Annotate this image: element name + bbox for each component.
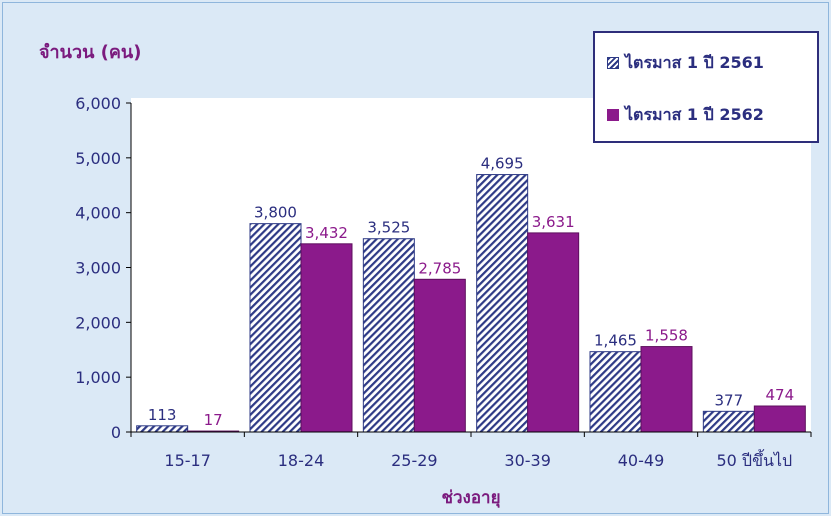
x-tick-label: 18-24 <box>278 451 325 470</box>
plot-area <box>131 98 811 432</box>
data-label-2561: 3,525 <box>367 219 410 237</box>
y-tick-label: 5,000 <box>75 149 121 168</box>
legend-item-2562: ไตรมาส 1 ปี 2562 <box>607 103 764 127</box>
bar-chart: 0 1,000 2,000 3,000 4,000 5,000 6,000 15-17 18-2… <box>39 42 812 508</box>
data-label-2562: 3,631 <box>532 213 575 231</box>
x-tick-label: 25-29 <box>391 451 438 470</box>
x-tick-label: 15-17 <box>164 451 211 470</box>
data-label-2562: 3,432 <box>305 224 348 242</box>
y-tick-label: 3,000 <box>75 259 121 278</box>
data-label-2561: 113 <box>148 406 177 424</box>
data-label-2562: 17 <box>204 411 223 429</box>
bar-2561 <box>702 410 755 433</box>
x-tick-label: 40-49 <box>618 451 665 470</box>
y-tick-label: 4,000 <box>75 204 121 223</box>
legend-label-2562: ไตรมาส 1 ปี 2562 <box>625 104 764 124</box>
bar-2562 <box>640 346 693 433</box>
data-label-2562: 2,785 <box>418 259 461 277</box>
legend-swatch-solid <box>607 109 619 121</box>
legend-swatch-hatched <box>607 57 619 69</box>
data-label-2562: 1,558 <box>645 327 688 345</box>
bar-2561 <box>136 425 189 433</box>
bar-2561 <box>589 351 642 433</box>
legend: ไตรมาส 1 ปี 2561 ไตรมาส 1 ปี 2562 <box>593 31 819 143</box>
y-tick-label: 2,000 <box>75 313 121 332</box>
x-axis-title: ช่วงอายุ <box>441 488 500 508</box>
data-label-2562: 474 <box>766 386 795 404</box>
bar-2562 <box>300 243 353 433</box>
bar-2561 <box>362 238 415 433</box>
data-label-2561: 377 <box>715 391 744 409</box>
legend-item-2561: ไตรมาส 1 ปี 2561 <box>607 51 764 75</box>
data-label-2561: 3,800 <box>254 204 297 222</box>
data-label-2561: 4,695 <box>481 155 524 173</box>
bar-2562 <box>753 405 806 433</box>
y-tick-label: 6,000 <box>75 94 121 113</box>
data-label-2561: 1,465 <box>594 332 637 350</box>
y-tick-label: 1,000 <box>75 368 121 387</box>
bar-2561 <box>249 223 302 433</box>
bar-2562 <box>413 278 466 433</box>
x-tick-label: 30-39 <box>504 451 551 470</box>
legend-label-2561: ไตรมาส 1 ปี 2561 <box>625 52 764 72</box>
y-axis-title: จำนวน (คน) <box>39 42 141 63</box>
bar-2562 <box>527 232 580 433</box>
y-tick-label: 0 <box>111 423 121 442</box>
x-tick-label: 50 ปีขึ้นไป <box>716 449 792 470</box>
bar-2561 <box>476 174 529 433</box>
